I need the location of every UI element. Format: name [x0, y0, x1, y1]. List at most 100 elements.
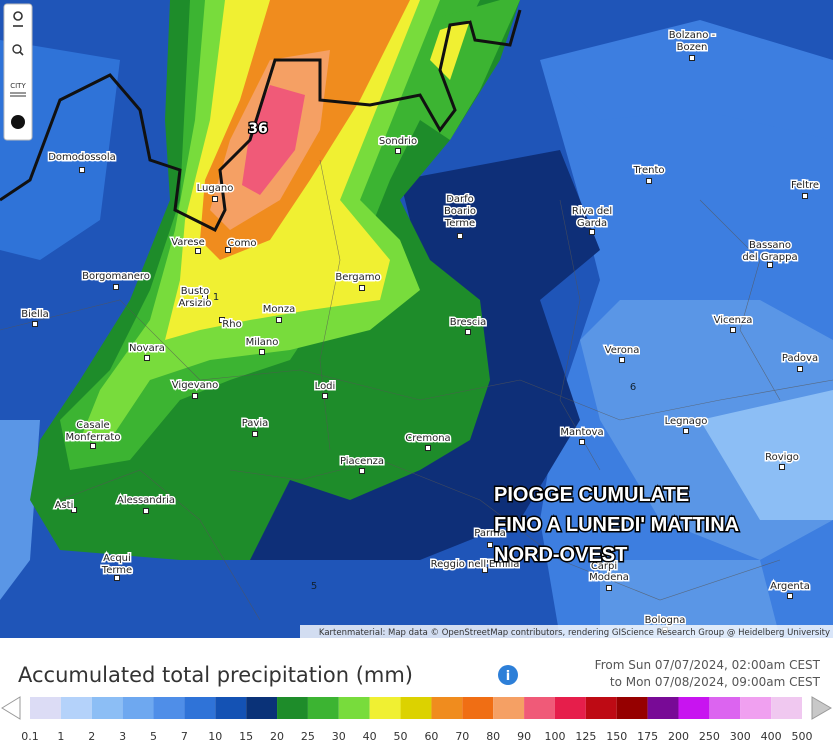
- city-marker: [71, 507, 77, 513]
- city-marker: [730, 327, 736, 333]
- attribution-bg: [300, 625, 833, 638]
- legend-tick-label: 125: [575, 730, 596, 743]
- legend-title: Accumulated total precipitation (mm): [18, 663, 413, 687]
- legend-tick-label: 90: [517, 730, 531, 743]
- legend-tick-label: 1: [57, 730, 64, 743]
- legend-swatch: [184, 697, 216, 719]
- city-marker: [322, 393, 328, 399]
- legend-arrow-right: [811, 696, 832, 720]
- city-label: Rovigo: [765, 452, 799, 463]
- legend-swatch: [709, 697, 741, 719]
- legend-tick-label: 30: [332, 730, 346, 743]
- legend-tick-label: 5: [150, 730, 157, 743]
- legend-swatch: [307, 697, 339, 719]
- legend-tick-label: 3: [119, 730, 126, 743]
- country-border: [0, 9, 522, 233]
- svg-text:i: i: [506, 669, 510, 684]
- city-label: Legnago: [665, 416, 708, 427]
- city-marker: [395, 148, 401, 154]
- legend-swatch: [616, 697, 648, 719]
- rain-area: [700, 390, 833, 520]
- city-marker: [114, 575, 120, 581]
- city-label: Como: [228, 238, 257, 249]
- city-label: Novara: [129, 343, 165, 354]
- map: Bolzano -Bozen Domodossola Sondrio Trento Fe…: [0, 0, 833, 638]
- legend-tick-label: 2: [88, 730, 95, 743]
- city-marker: [79, 167, 85, 173]
- city-label: Trento: [632, 165, 664, 176]
- legend-swatch: [771, 697, 802, 719]
- contour-label: 36: [248, 121, 267, 137]
- city-marker: [259, 349, 265, 355]
- city-marker: [457, 233, 463, 239]
- city-label: Reggio nell'Emilia: [431, 559, 520, 570]
- city-marker: [212, 196, 218, 202]
- city-label: Bassano: [749, 240, 791, 251]
- date-from: From Sun 07/07/2024, 02:00am CEST: [595, 658, 821, 672]
- legend-swatch: [678, 697, 710, 719]
- city-label: Sondrio: [379, 136, 417, 147]
- toolbar-bg: [3, 3, 33, 141]
- city-marker: [601, 553, 607, 559]
- city-label: Boario: [444, 206, 476, 217]
- city-label: Busto: [181, 286, 209, 297]
- city-marker: [487, 542, 493, 548]
- legend-tick-label: 70: [455, 730, 469, 743]
- city-label: Rho: [222, 319, 241, 330]
- legend-tick-label: 400: [761, 730, 782, 743]
- legend-tick-label: 7: [181, 730, 188, 743]
- legend-tick-label: 150: [606, 730, 627, 743]
- legend-swatch: [369, 697, 401, 719]
- admin-borders: [0, 159, 833, 621]
- city-button[interactable]: CITY: [10, 82, 26, 97]
- legend-swatch: [277, 697, 308, 719]
- city-label: Alessandria: [117, 495, 175, 506]
- legend-tick-label: 100: [544, 730, 565, 743]
- rain-area: [540, 20, 833, 140]
- legend-tick-label: 20: [270, 730, 284, 743]
- legend-swatch: [91, 697, 123, 719]
- legend-swatch: [524, 697, 555, 719]
- legend-swatch: [740, 697, 772, 719]
- locate-button[interactable]: [13, 11, 23, 27]
- city-label: Padova: [782, 353, 818, 364]
- city-label: Bolzano -: [669, 30, 716, 41]
- city-label: Bozen: [677, 42, 708, 53]
- city-label: Brescia: [450, 317, 487, 328]
- city-label: Pavia: [242, 418, 269, 429]
- rain-area: [600, 560, 780, 638]
- legend-swatch: [493, 697, 525, 719]
- city-marker: [482, 567, 488, 573]
- city-marker: [225, 247, 231, 253]
- city-label: Garda: [577, 218, 607, 229]
- legend-tick-label: 500: [792, 730, 813, 743]
- city-marker: [767, 262, 773, 268]
- city-label: Mantova: [560, 427, 603, 438]
- city-label: Asti: [55, 500, 74, 511]
- zoom-button[interactable]: [12, 44, 24, 56]
- legend-tick-label: 25: [301, 730, 315, 743]
- city-marker: [32, 321, 38, 327]
- city-label: Argenta: [770, 581, 810, 592]
- rain-area: [200, 150, 600, 560]
- legend-swatch: [431, 697, 463, 719]
- legend-tick-label: 60: [424, 730, 438, 743]
- city-marker: [143, 508, 149, 514]
- legend-swatch: [400, 697, 432, 719]
- city-marker: [359, 468, 365, 474]
- legend-swatch: [585, 697, 617, 719]
- city-label: Parma: [474, 528, 506, 539]
- city-label: Darfo: [446, 194, 474, 205]
- city-layer: Bolzano -Bozen Domodossola Sondrio Trento Fe…: [20, 29, 821, 633]
- info-button[interactable]: i: [498, 665, 518, 685]
- legend-tick-label: 15: [239, 730, 253, 743]
- legend-swatch: [554, 697, 586, 719]
- city-marker: [579, 439, 585, 445]
- legend-swatch: [122, 697, 154, 719]
- city-label: Lodi: [315, 381, 336, 392]
- city-marker: [195, 248, 201, 254]
- city-marker: [589, 229, 595, 235]
- layer-button[interactable]: [11, 115, 25, 129]
- city-label: del Grappa: [742, 252, 797, 263]
- legend-swatch: [215, 697, 247, 719]
